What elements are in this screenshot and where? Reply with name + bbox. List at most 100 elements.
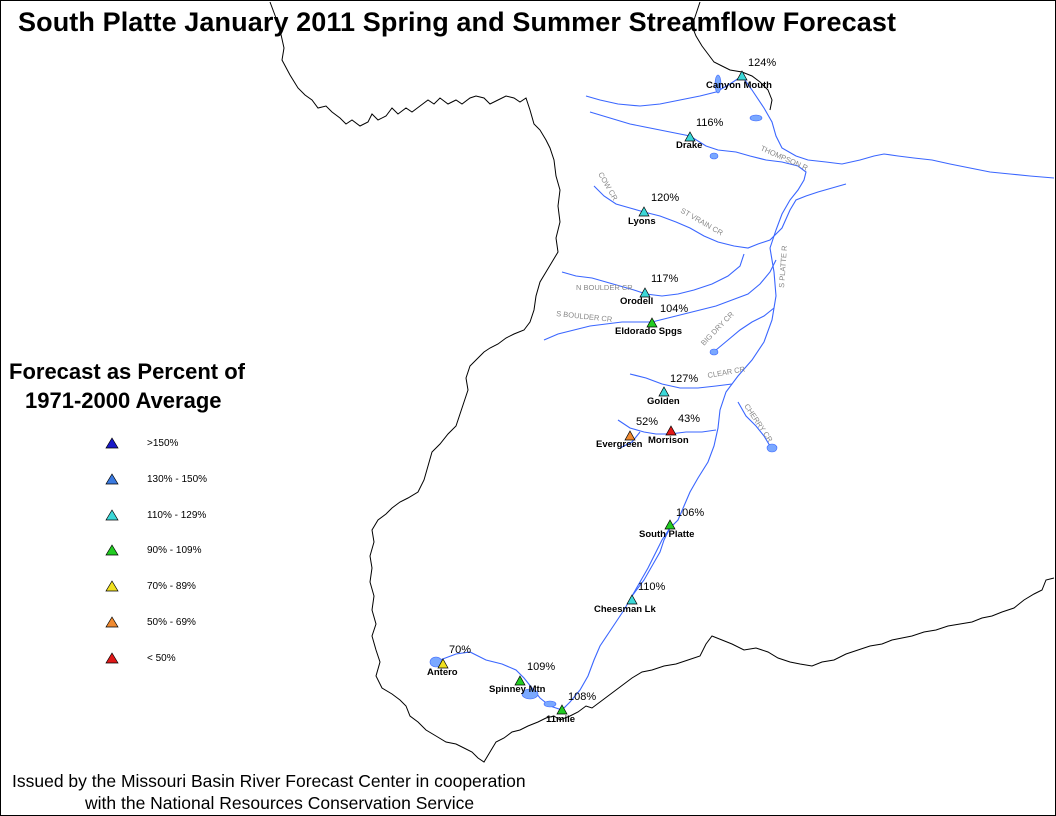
lake-drake [709, 152, 719, 160]
station-triangle-icon [638, 206, 650, 217]
station: 124% Canyon Mouth [706, 57, 776, 91]
station: 127% Golden [647, 373, 698, 407]
station-triangle-icon [736, 70, 748, 81]
river-s-platte-main [561, 247, 777, 711]
river-big-dry [715, 307, 775, 351]
legend-triangle-icon [105, 508, 119, 520]
station-name: Golden [647, 396, 680, 407]
station: 108% 11mile [546, 691, 596, 725]
legend-title: Forecast as Percent of 1971-2000 Average [9, 357, 245, 415]
station-name: Evergreen [596, 439, 643, 450]
station-name: Morrison [648, 435, 689, 446]
lake-cherry [766, 443, 778, 453]
station-triangle-icon [624, 430, 636, 441]
station-percent: 106% [676, 507, 704, 519]
river-evergreen [619, 431, 641, 449]
station-name: Cheesman Lk [594, 604, 656, 615]
station: 117% Orodell [620, 273, 679, 307]
station-name: 11mile [546, 714, 575, 725]
lake-canyon-mouth [714, 74, 722, 94]
station-percent: 127% [670, 373, 698, 385]
legend-triangle-icon [105, 580, 119, 592]
legend-title-line1: Forecast as Percent of [9, 359, 245, 384]
river-clear-cr [629, 373, 733, 389]
legend-triangle-icon [105, 616, 119, 628]
river-n-boulder [561, 253, 745, 297]
river-label: CHERRY CR [742, 402, 775, 444]
station: 116% Drake [676, 117, 724, 151]
station: 43% Morrison [648, 413, 700, 446]
station-triangle-icon [665, 425, 677, 436]
station: 110% Cheesman Lk [594, 581, 666, 615]
legend-item-label: 50% - 69% [147, 617, 196, 628]
river-label: COW CR [596, 171, 620, 203]
river-s-boulder [543, 259, 777, 341]
river-thompson [589, 111, 807, 249]
river-network [439, 75, 1055, 711]
footer-line1: Issued by the Missouri Basin River Forec… [12, 771, 526, 791]
station: 52% Evergreen [596, 416, 658, 450]
lake-horsetooth [749, 114, 763, 122]
river-bear-cr [617, 419, 717, 435]
legend-item-label: 90% - 109% [147, 545, 202, 557]
station-percent: 52% [636, 416, 658, 428]
footer-credit: Issued by the Missouri Basin River Forec… [12, 770, 526, 814]
station-triangle-icon [626, 594, 638, 605]
legend-item-label: < 50% [147, 652, 176, 664]
station-percent: 108% [568, 691, 596, 703]
river-label: BIG DRY CR [699, 309, 736, 347]
boundary-segment-north [691, 1, 773, 111]
station-name: Orodell [620, 296, 653, 307]
legend-item-label: 130% - 150% [147, 473, 208, 485]
lake-big-dry [709, 348, 719, 356]
river-upper-platte [439, 651, 563, 711]
station-percent: 124% [748, 57, 776, 69]
station-percent: 116% [696, 117, 724, 129]
station-triangle-icon [664, 519, 676, 530]
station-name: Canyon Mouth [706, 80, 772, 91]
station-triangle-icon [437, 658, 449, 669]
river-labels: THOMPSON R COW CR ST VRAIN CR N BOULDER … [556, 144, 810, 445]
lakes [429, 74, 778, 708]
map-title: South Platte January 2011 Spring and Sum… [18, 7, 897, 37]
station-percent: 109% [527, 661, 555, 673]
station-name: Antero [427, 667, 458, 678]
station-triangle-icon [556, 704, 568, 715]
river-label: ST VRAIN CR [679, 206, 725, 238]
legend-item-label: 110% - 129% [147, 509, 207, 521]
station-percent: 117% [651, 273, 679, 285]
station-name: Lyons [628, 216, 656, 227]
legend-triangle-icon [105, 473, 119, 485]
station-name: Spinney Mtn [489, 684, 546, 695]
legend-item-label: 70% - 89% [147, 581, 196, 593]
lake-spinney [521, 688, 539, 700]
station: 120% Lyons [628, 192, 679, 227]
legend-triangle-icon [105, 437, 119, 449]
station-percent: 70% [449, 644, 471, 656]
legend-item-label: >150% [147, 438, 179, 449]
river-cache-la-poudre [585, 75, 1055, 179]
station-percent: 104% [660, 303, 688, 315]
river-label: S BOULDER CR [556, 309, 613, 324]
station-name: South Platte [639, 529, 694, 540]
station-percent: 110% [638, 581, 666, 593]
river-label: CLEAR CR [707, 364, 746, 380]
lake-11mile [543, 700, 557, 708]
station-triangle-icon [646, 317, 658, 328]
legend-title-line2: 1971-2000 Average [25, 388, 222, 413]
station: 106% South Platte [639, 507, 704, 540]
station-markers: 124% Canyon Mouth 116% Drake 120% Lyons 117% Or… [427, 57, 776, 725]
river-label: N BOULDER CR [576, 283, 633, 292]
station-triangle-icon [684, 131, 696, 142]
station-name: Drake [676, 140, 702, 151]
river-label: S PLATTE R [777, 245, 789, 288]
station-percent: 43% [678, 413, 700, 425]
station: 104% Eldorado Spgs [615, 303, 688, 337]
basin-boundary [269, 1, 1055, 763]
legend-triangle-icon [105, 544, 119, 556]
station-triangle-icon [639, 287, 651, 298]
river-cherry-cr [737, 401, 771, 447]
river-cow-cr [593, 183, 847, 249]
station-percent: 120% [651, 192, 679, 204]
